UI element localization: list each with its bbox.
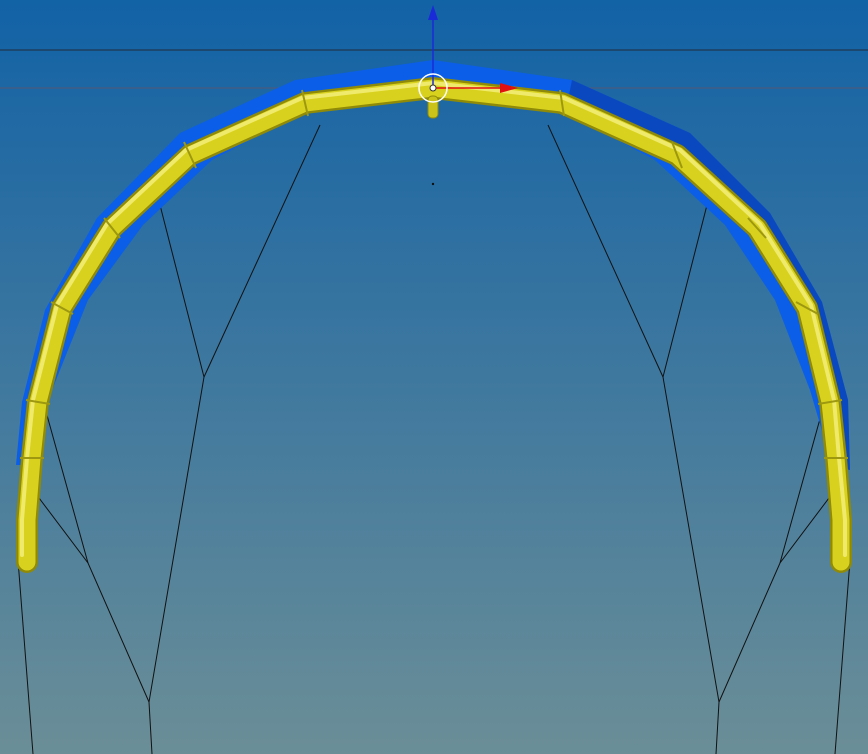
pivot-ring-icon[interactable] [418,73,448,103]
bridle-left-inner[interactable] [203,124,321,378]
cursor-dot [431,182,435,186]
center-strut-stub [427,95,439,119]
pivot-center-icon[interactable] [429,84,437,92]
bridle-right-tip[interactable] [779,407,824,564]
bridle-right-inner[interactable] [547,124,664,378]
bridle-right-tip-lower[interactable] [834,559,851,754]
z-axis-arrow-icon[interactable] [428,5,438,20]
bridle-left-tip-lower[interactable] [17,559,34,754]
x-axis-arrow-icon[interactable] [500,83,518,93]
bridle-left-mid[interactable] [148,204,205,754]
transform-gizmo[interactable] [418,5,518,103]
bridle-lines[interactable] [17,124,851,754]
tube-segment-joints [20,89,848,459]
bridle-right-mid[interactable] [662,204,720,754]
bridle-left-tip[interactable] [44,407,89,564]
